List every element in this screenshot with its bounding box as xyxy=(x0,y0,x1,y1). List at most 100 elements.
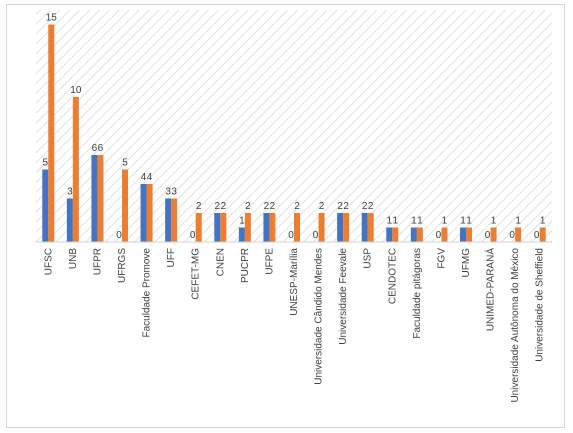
bar-2-1 xyxy=(72,97,79,242)
data-label-1-3: 0 xyxy=(116,230,122,241)
data-label-1-14: 1 xyxy=(387,216,393,227)
bar-1-1 xyxy=(66,198,73,242)
bar-2-2 xyxy=(97,155,104,242)
data-label-2-12: 2 xyxy=(343,201,349,212)
category-labels-layer: UFSC UNB UFPR UFRGS Faculdade Promove UFF CEFE… xyxy=(43,248,545,403)
data-label-1-9: 2 xyxy=(264,201,270,212)
category-label-7: CNEN xyxy=(215,248,226,276)
data-label-1-17: 1 xyxy=(460,216,466,227)
category-label-16: FGV xyxy=(436,248,447,269)
data-label-2-17: 1 xyxy=(466,216,472,227)
category-label-9: UFPE xyxy=(264,248,275,275)
bar-2-20 xyxy=(539,227,546,242)
data-label-1-20: 0 xyxy=(534,230,540,241)
bar-2-5 xyxy=(171,198,178,242)
category-label-20: Universidade de Sheffield xyxy=(535,248,546,362)
data-label-2-10: 2 xyxy=(294,201,300,212)
bar-1-7 xyxy=(214,213,221,242)
data-label-2-6: 2 xyxy=(196,201,202,212)
data-label-2-20: 1 xyxy=(540,216,546,227)
data-label-2-11: 2 xyxy=(319,201,325,212)
bar-1-4 xyxy=(140,184,147,242)
bar-2-6 xyxy=(195,213,202,242)
bar-1-14 xyxy=(386,227,393,242)
category-label-12: Universidade Feevale xyxy=(338,248,349,345)
bar-1-5 xyxy=(165,198,172,242)
bar-1-13 xyxy=(361,213,368,242)
bar-2-12 xyxy=(343,213,350,242)
data-label-2-14: 1 xyxy=(393,216,399,227)
bar-2-18 xyxy=(490,227,497,242)
bar-1-0 xyxy=(42,169,49,242)
bar-1-12 xyxy=(337,213,344,242)
category-label-8: PUCPR xyxy=(240,248,251,283)
bar-2-0 xyxy=(48,24,55,242)
bar-2-14 xyxy=(392,227,399,242)
category-label-17: UFMG xyxy=(461,248,472,278)
data-label-2-8: 2 xyxy=(245,201,251,212)
bar-2-16 xyxy=(441,227,448,242)
data-label-1-7: 2 xyxy=(215,201,221,212)
data-label-1-5: 3 xyxy=(165,187,171,198)
category-label-5: UFF xyxy=(166,248,177,267)
data-label-1-0: 5 xyxy=(43,158,49,169)
data-label-1-15: 1 xyxy=(411,216,417,227)
data-label-1-4: 4 xyxy=(141,172,147,183)
data-label-2-13: 2 xyxy=(368,201,374,212)
data-label-2-5: 3 xyxy=(171,187,177,198)
data-label-2-0: 15 xyxy=(46,13,58,24)
category-label-2: UFPR xyxy=(92,248,103,275)
category-label-18: UNIMED-PARANÁ xyxy=(484,248,497,331)
category-label-6: CEFET-MG xyxy=(191,248,202,300)
bar-1-15 xyxy=(410,227,417,242)
bar-2-11 xyxy=(318,213,325,242)
bar-2-8 xyxy=(244,213,251,242)
category-label-14: CENDOTEC xyxy=(387,248,398,304)
data-label-1-11: 0 xyxy=(313,230,319,241)
data-label-1-12: 2 xyxy=(337,201,343,212)
data-label-2-16: 1 xyxy=(442,216,448,227)
data-label-1-16: 0 xyxy=(436,230,442,241)
category-label-0: UFSC xyxy=(43,248,54,275)
data-label-1-10: 0 xyxy=(288,230,294,241)
bar-2-15 xyxy=(416,227,423,242)
bar-1-17 xyxy=(460,227,466,242)
data-label-2-9: 2 xyxy=(270,201,276,212)
bar-1-9 xyxy=(263,213,270,242)
bar-1-8 xyxy=(238,227,245,242)
data-label-2-4: 4 xyxy=(147,172,153,183)
bar-2-17 xyxy=(466,227,472,242)
category-label-3: UFRGS xyxy=(117,248,128,283)
bars-layer xyxy=(42,24,546,242)
data-label-2-3: 5 xyxy=(122,158,128,169)
bar-2-4 xyxy=(146,184,153,242)
category-label-1: UNB xyxy=(68,248,79,269)
category-label-15: Faculdade pitágoras xyxy=(412,248,423,339)
category-label-10: UNESP-Marília xyxy=(289,248,300,316)
data-label-1-19: 0 xyxy=(509,230,515,241)
data-label-2-19: 1 xyxy=(515,216,521,227)
bar-2-10 xyxy=(294,213,300,242)
bar-2-3 xyxy=(122,169,128,242)
category-label-19: Universidade Autônoma do México xyxy=(510,248,521,403)
data-label-1-18: 0 xyxy=(485,230,491,241)
data-label-1-8: 1 xyxy=(239,216,245,227)
bar-2-7 xyxy=(220,213,227,242)
data-label-1-2: 6 xyxy=(92,143,98,154)
data-label-2-1: 10 xyxy=(70,85,82,96)
category-label-11: Universidade Cândido Mendes xyxy=(314,248,325,385)
bar-2-19 xyxy=(515,227,522,242)
bar-2-9 xyxy=(269,213,276,242)
category-label-4: Faculdade Promove xyxy=(142,248,153,338)
bar-1-2 xyxy=(91,155,98,242)
data-label-2-15: 1 xyxy=(417,216,423,227)
data-label-1-6: 0 xyxy=(190,230,196,241)
bar-2-13 xyxy=(367,213,374,242)
data-label-2-2: 6 xyxy=(98,143,104,154)
data-label-1-1: 3 xyxy=(67,187,73,198)
data-label-2-7: 2 xyxy=(221,201,227,212)
data-label-2-18: 1 xyxy=(491,216,497,227)
data-label-1-13: 2 xyxy=(362,201,368,212)
